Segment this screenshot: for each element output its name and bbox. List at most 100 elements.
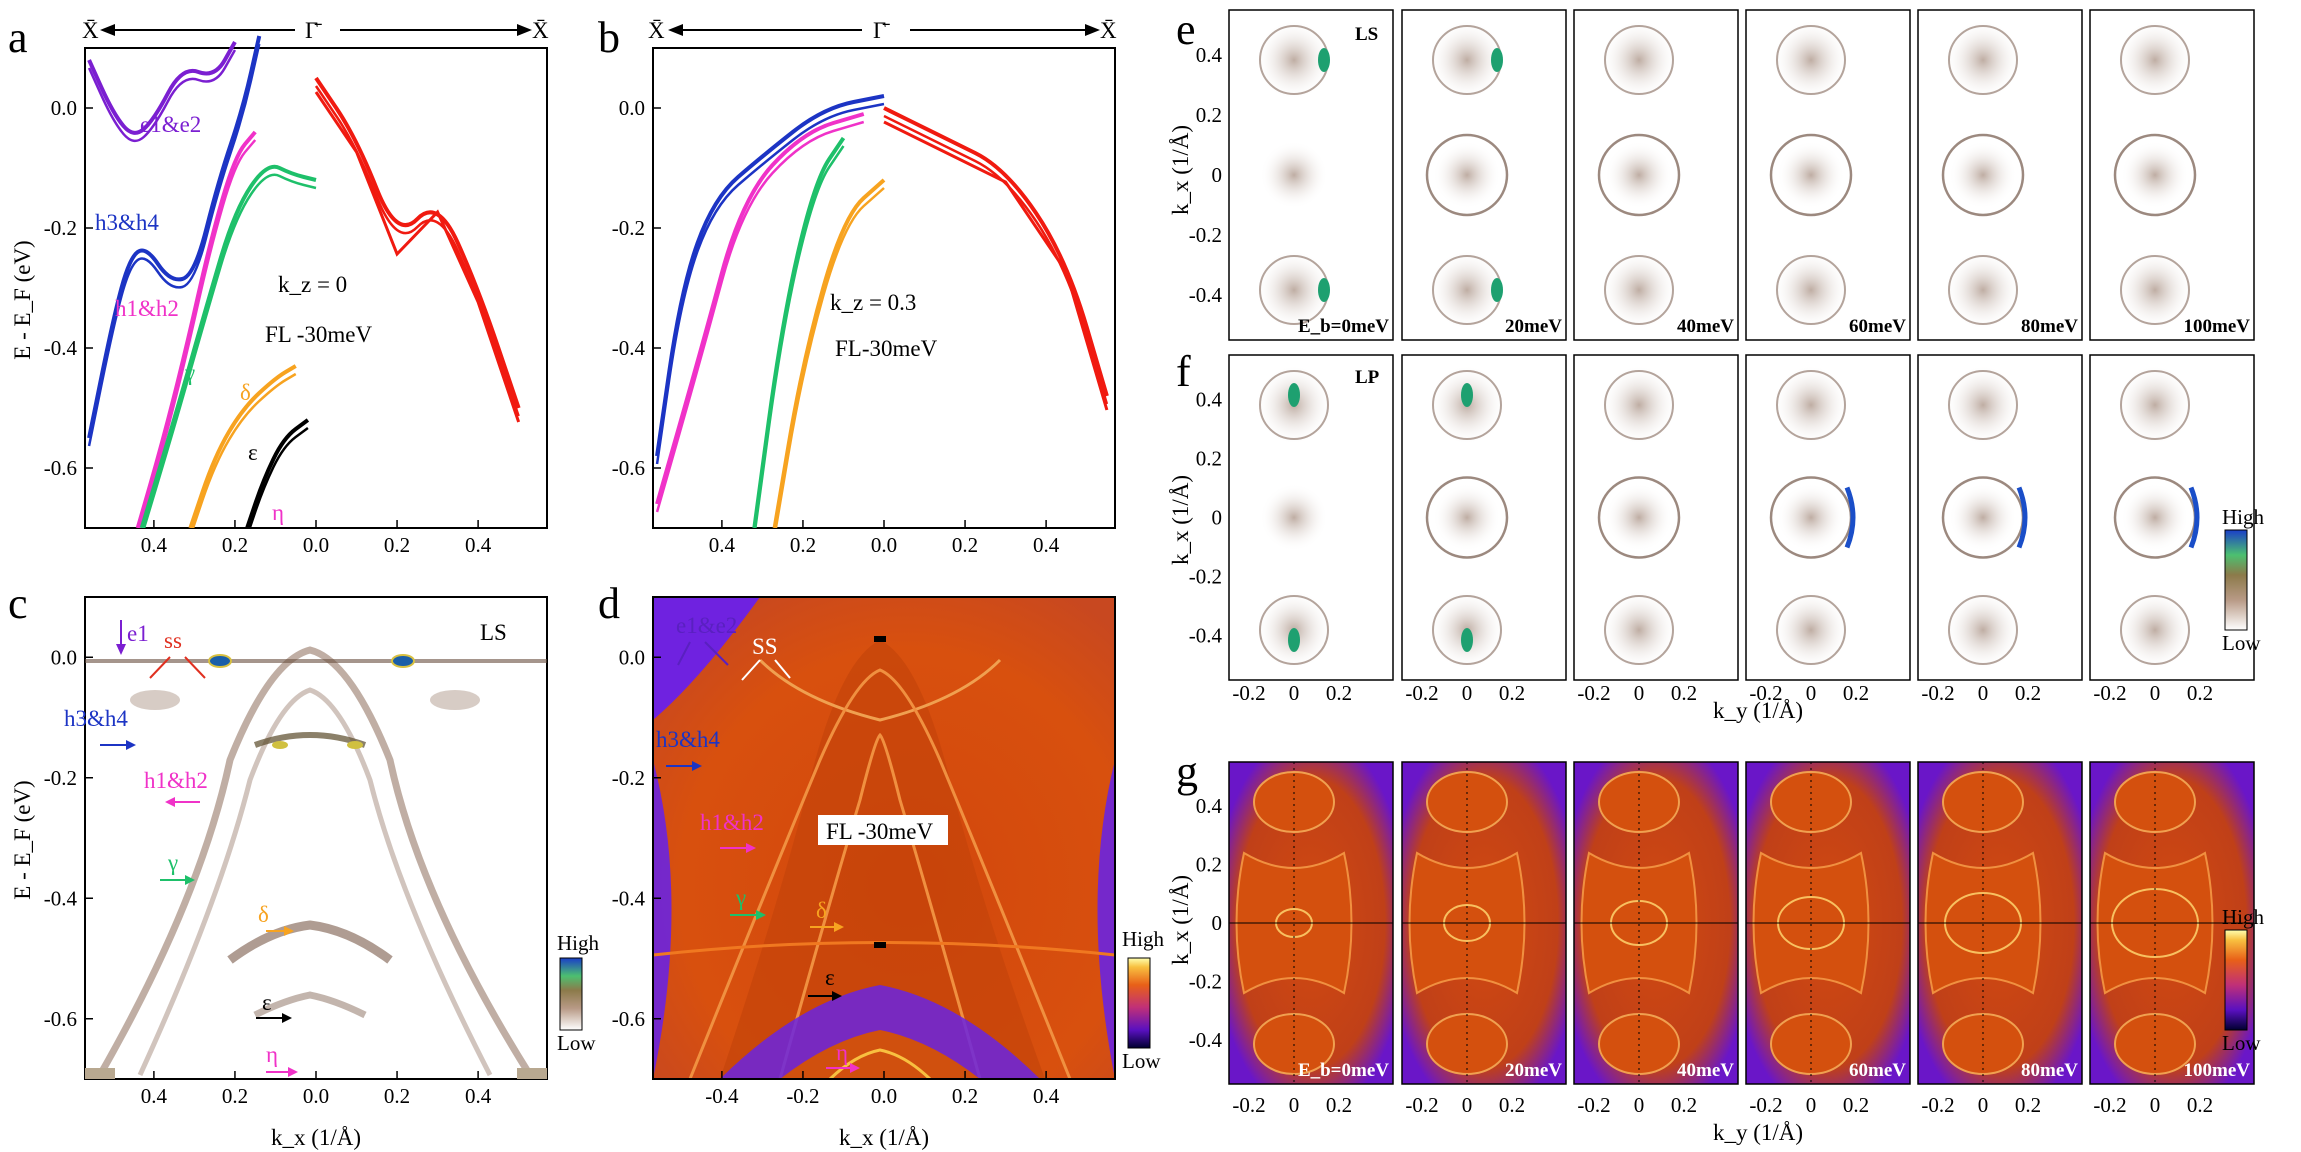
- band-6-a: [314, 76, 521, 409]
- hsp-center-b: Γ̄: [873, 18, 890, 43]
- ytick-label-d-2: -0.4: [612, 886, 646, 910]
- energy-label-e-4: 80meV: [2021, 316, 2078, 337]
- energy-label-g-2: 40meV: [1677, 1060, 1734, 1081]
- xtick-label-g-3-0: -0.2: [1749, 1093, 1782, 1117]
- panel-g: g k_x (1/Å) 0.40.20-0.2-0.4-0.2 0 0.2 -0.2 0…: [1168, 747, 2265, 1145]
- energy-label-e-3: 60meV: [1849, 316, 1906, 337]
- speck-mid-e-0: [1260, 141, 1328, 209]
- xtick-label-g-5-2: 0.2: [2187, 1093, 2213, 1117]
- ytick-label-g-4: -0.4: [1189, 1028, 1223, 1052]
- xtick-label-d-2: 0.0: [871, 1084, 897, 1108]
- contour-top-g-0: [1253, 771, 1335, 833]
- panel-label-d: d: [598, 579, 620, 628]
- annotations-d: e1&e2 SS h3&h4 h1&h2 γ δ ε η: [656, 613, 860, 1073]
- ytick-label-f-0: 0.4: [1196, 387, 1223, 411]
- panel-b: b X̄ Γ̄ X̄ 0.4 0.2 0.0 0.2 0.4 0.0 -0.2 -0.4 -0.…: [598, 13, 1117, 557]
- arrowhead-eta-d: [850, 1063, 860, 1073]
- tiles-g: E_b=0meV 20meV 40meV 60meV 80meV 100meV: [1228, 761, 2255, 1085]
- ann-h3h4-a: h3&h4: [95, 210, 159, 235]
- band-4-pair-b: [883, 114, 1109, 405]
- speck-bottom-e-4: [1945, 250, 2021, 330]
- hot-bottom-f-0: [1288, 628, 1300, 652]
- xtick-label-g-0-0: -0.2: [1232, 1093, 1265, 1117]
- xtick-label-d-0: -0.4: [705, 1084, 739, 1108]
- band-3-pair-b: [774, 187, 885, 528]
- tile-frame-f-5: [2089, 354, 2255, 681]
- ring-mid-e-4: [1941, 133, 2025, 217]
- band-0-pair-a: [87, 49, 237, 143]
- xtick-label-f-3-0: -0.2: [1749, 681, 1782, 705]
- marker-mid-d: [874, 942, 886, 948]
- tile-frame-e-2: [1573, 9, 1739, 341]
- band-1-b: [655, 112, 865, 505]
- xtick-label-f-2-0: -0.2: [1577, 681, 1610, 705]
- xtick-label-c-2: 0.0: [303, 1084, 329, 1108]
- arrowhead-gamma-d: [756, 910, 766, 920]
- ring-mid-f-2: [1597, 476, 1681, 559]
- hot-top-e-0: [1318, 48, 1330, 72]
- band-3-b: [772, 178, 886, 528]
- band-3-pair-a: [142, 173, 317, 528]
- bands-a: [87, 35, 521, 528]
- xtick-label-g-4-0: -0.2: [1921, 1093, 1954, 1117]
- ann-delta-d: δ: [816, 898, 827, 923]
- xtick-label-b-4: 0.4: [1033, 533, 1060, 557]
- plot-frame-c: [84, 596, 548, 1080]
- ytick-label-c-0: 0.0: [51, 645, 77, 669]
- colorbar-f: High Low: [2222, 505, 2265, 655]
- ann-h3h4-d: h3&h4: [656, 727, 720, 752]
- ytick-label-a-0: 0.0: [51, 96, 77, 120]
- ytick-label-f-2: 0: [1212, 506, 1223, 530]
- contour-top-g-1: [1426, 771, 1508, 833]
- energy-label-e-2: 40meV: [1677, 316, 1734, 337]
- xtick-label-f-1-0: -0.2: [1405, 681, 1438, 705]
- ytick-label-b-3: -0.6: [612, 456, 645, 480]
- edge-left-c: [85, 1068, 115, 1079]
- speck-mid-f-3: [1777, 483, 1845, 552]
- arrowhead-gamma-c: [185, 875, 195, 885]
- xlabel-c: k_x (1/Å): [271, 1125, 361, 1150]
- colorbar-high-f: High: [2222, 505, 2265, 529]
- panel-label-c: c: [8, 579, 28, 628]
- speck-mid-e-5: [2121, 141, 2189, 209]
- colorbar-g: High Low: [2222, 905, 2265, 1055]
- tile-frame-f-0: [1228, 354, 1394, 681]
- band-6-third-a: [314, 91, 521, 423]
- xtick-label-f-1-2: 0.2: [1499, 681, 1525, 705]
- arrowhead-eta-c: [288, 1067, 298, 1077]
- purple-region-topleft-d: [653, 597, 760, 720]
- ann-epsilon-a: ε: [248, 440, 258, 465]
- ytick-label-f-1: 0.2: [1196, 446, 1222, 470]
- purple-region-right-d: [1097, 760, 1115, 1079]
- title-bg-d: [818, 815, 948, 845]
- speck-mid-f-2: [1605, 483, 1673, 552]
- ytick-label-e-4: -0.4: [1189, 283, 1223, 307]
- xtick-label-b-2: 0.0: [871, 533, 897, 557]
- tile-frame-f-3: [1745, 354, 1911, 681]
- ring-mid-e-3: [1769, 133, 1853, 217]
- tile-frame-e-1: [1401, 9, 1567, 341]
- speck-mid-e-2: [1605, 141, 1673, 209]
- speck-top-e-4: [1945, 20, 2021, 100]
- speck-top-e-1: [1429, 20, 1505, 100]
- xtick-label-f-3-1: 0: [1806, 681, 1817, 705]
- ring-bottom-f-3: [1776, 595, 1846, 665]
- band-1-pair-a: [87, 43, 261, 447]
- band-mid-c: [137, 687, 493, 1077]
- speck-mid-e-3: [1777, 141, 1845, 209]
- ytick-label-g-2: 0: [1212, 911, 1223, 935]
- ring-top-f-4: [1948, 370, 2018, 440]
- title-c: LS: [480, 620, 507, 645]
- tile-frame-e-0: [1228, 9, 1394, 341]
- ann-e1e2-d: e1&e2: [676, 613, 737, 638]
- ytick-label-d-3: -0.6: [612, 1007, 645, 1031]
- ylabel-f: k_x (1/Å): [1168, 475, 1193, 565]
- ytick-label-f-4: -0.4: [1189, 624, 1223, 648]
- xtick-label-g-1-1: 0: [1462, 1093, 1473, 1117]
- xtick-label-f-4-0: -0.2: [1921, 681, 1954, 705]
- xtick-label-f-0-2: 0.2: [1326, 681, 1352, 705]
- arrowhead-left-a: [100, 24, 115, 36]
- ticks-f: 0.4 0.2 0 -0.2 -0.4 -0.2 0 0.2 -0.2 0 0.2 -0.2 0 0.2 -…: [1189, 387, 2213, 705]
- hsp-right-b: X̄: [1100, 18, 1117, 43]
- ring-top-e-3: [1776, 25, 1846, 95]
